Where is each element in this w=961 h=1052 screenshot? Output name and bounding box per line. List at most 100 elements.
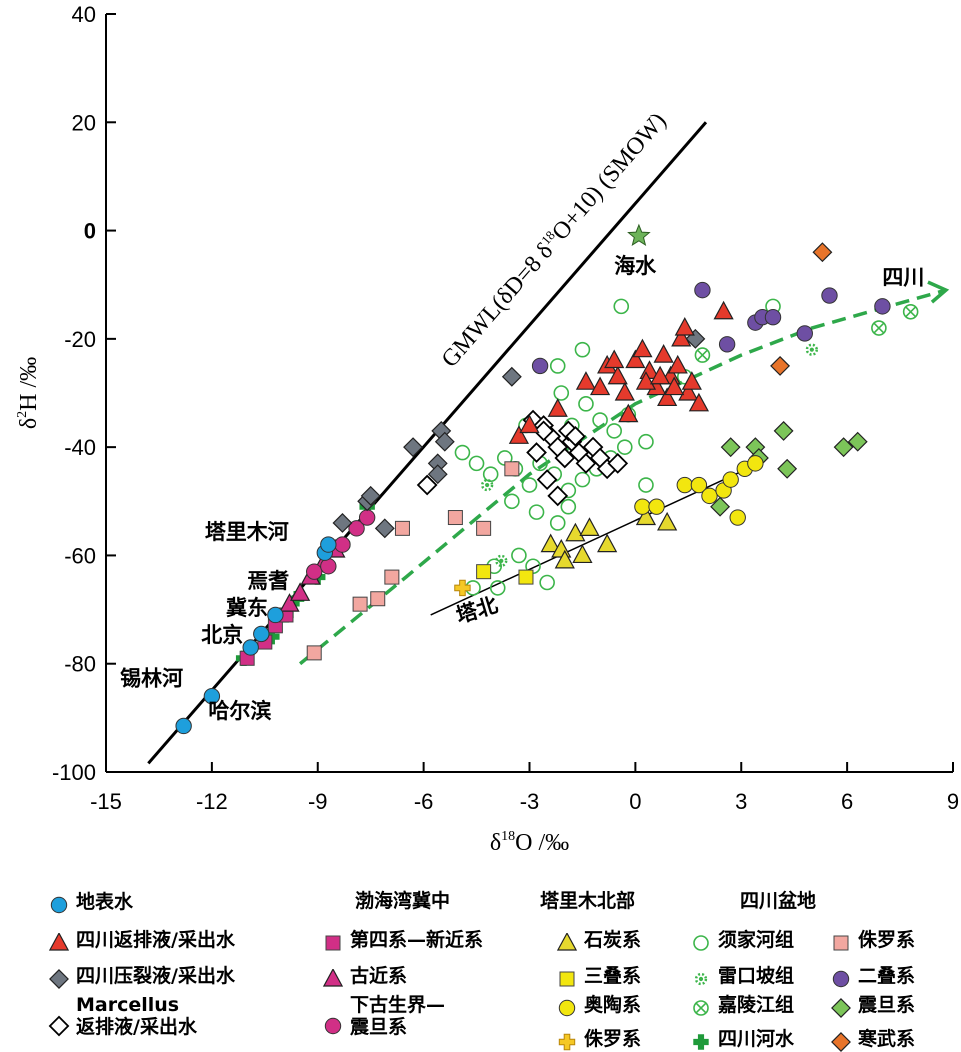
data-point — [747, 455, 764, 472]
series-10 — [454, 579, 471, 597]
data-point — [681, 371, 702, 390]
data-point — [394, 520, 410, 536]
data-point — [597, 533, 618, 553]
y-tick-label: 40 — [72, 2, 96, 27]
data-point — [634, 498, 651, 515]
data-point — [773, 420, 794, 441]
data-point — [384, 569, 400, 585]
data-point — [554, 447, 576, 469]
data-point — [720, 437, 741, 458]
data-point — [501, 366, 522, 387]
data-point — [805, 343, 818, 356]
x-tick-label: 0 — [629, 789, 641, 814]
data-point — [604, 349, 625, 369]
legend-marker — [831, 998, 851, 1018]
data-point — [504, 493, 520, 510]
data-point-hub — [809, 347, 814, 352]
legend-marker — [48, 1015, 70, 1037]
data-point — [632, 338, 653, 358]
data-point — [821, 287, 838, 304]
data-point — [574, 341, 591, 358]
legend-item: 雷口坡组 — [690, 965, 794, 989]
data-point — [504, 461, 520, 477]
data-point — [203, 688, 221, 705]
data-point-hub — [499, 558, 504, 563]
x-axis-title: δ18O /‰ — [490, 829, 569, 856]
data-point-ring — [694, 347, 711, 363]
data-point — [664, 376, 685, 396]
data-point — [694, 347, 711, 363]
data-point — [575, 453, 597, 474]
legend-label: 侏罗系 — [584, 1028, 642, 1050]
data-point — [657, 387, 678, 407]
legend-marker-shape — [831, 998, 851, 1018]
data-point — [468, 455, 485, 472]
data-point — [482, 466, 499, 483]
legend-label: 石炭系 — [584, 929, 642, 951]
data-point-x — [873, 322, 885, 334]
x-tick-label: 9 — [947, 789, 959, 814]
series-12 — [481, 343, 818, 567]
x-tick-label: -9 — [308, 789, 328, 814]
legend-item: 须家河组 — [690, 929, 794, 953]
data-point — [676, 476, 693, 494]
data-point — [579, 517, 600, 536]
data-point — [476, 564, 492, 580]
legend-marker-shape — [556, 933, 578, 951]
data-point — [572, 544, 593, 564]
legend-item: 古近系 — [322, 965, 407, 989]
sichuan-trend-label: 四川 — [882, 266, 924, 290]
legend-item: 地表水 — [48, 891, 133, 915]
data-point — [764, 309, 782, 326]
data-point — [495, 554, 508, 567]
legend-label: 须家河组 — [718, 929, 795, 951]
series-18 — [770, 242, 833, 376]
legend-label: 寒武系 — [858, 1028, 916, 1050]
legend-marker-shape-x — [695, 1002, 707, 1014]
legend-header-bohai: 渤海湾冀中 — [355, 890, 451, 912]
legend-header-sichuan: 四川盆地 — [740, 890, 817, 912]
series-6 — [306, 509, 376, 580]
legend-header-tarim: 塔里木北部 — [540, 890, 636, 912]
data-point — [613, 298, 630, 315]
data-point — [549, 515, 566, 531]
data-point — [416, 474, 438, 496]
legend-label: 震旦系 — [858, 994, 916, 1016]
data-point — [614, 381, 635, 401]
x-tick-label: 6 — [841, 789, 853, 814]
legend-label: 二叠系 — [858, 965, 916, 987]
data-point — [489, 580, 506, 596]
data-point — [574, 471, 591, 488]
data-point — [476, 520, 492, 536]
legend-item: 三叠系 — [556, 965, 641, 989]
data-point — [533, 420, 554, 442]
data-point — [701, 487, 718, 505]
legend-item: 奥陶系 — [556, 994, 641, 1018]
y-tick-label: 20 — [72, 110, 96, 135]
data-point — [575, 371, 597, 390]
legend-marker-shape-ring — [694, 972, 708, 986]
data-point — [348, 520, 365, 537]
legend-label: 奥陶系 — [584, 994, 642, 1016]
data-point — [616, 439, 633, 455]
sichuan-trend-line — [298, 288, 947, 666]
legend-item: 震旦系 — [830, 994, 915, 1018]
data-point — [812, 242, 833, 263]
data-point — [553, 385, 570, 401]
legend-marker-shape — [322, 969, 344, 987]
y-tick-label: -100 — [52, 760, 96, 785]
data-point — [657, 511, 678, 531]
legend-item: 第四系—新近系 — [322, 929, 483, 953]
legend-marker — [322, 969, 344, 987]
data-point — [635, 371, 657, 390]
legend-marker-shape — [559, 971, 575, 987]
data-point — [481, 478, 494, 492]
data-point — [518, 569, 534, 585]
data-point — [635, 506, 657, 526]
legend-marker — [693, 935, 709, 951]
data-point — [531, 357, 549, 375]
series-16 — [531, 281, 891, 375]
x-tick-label: -6 — [414, 789, 434, 814]
y-tick-label: -20 — [64, 327, 96, 352]
legend-marker-shape — [694, 972, 708, 986]
